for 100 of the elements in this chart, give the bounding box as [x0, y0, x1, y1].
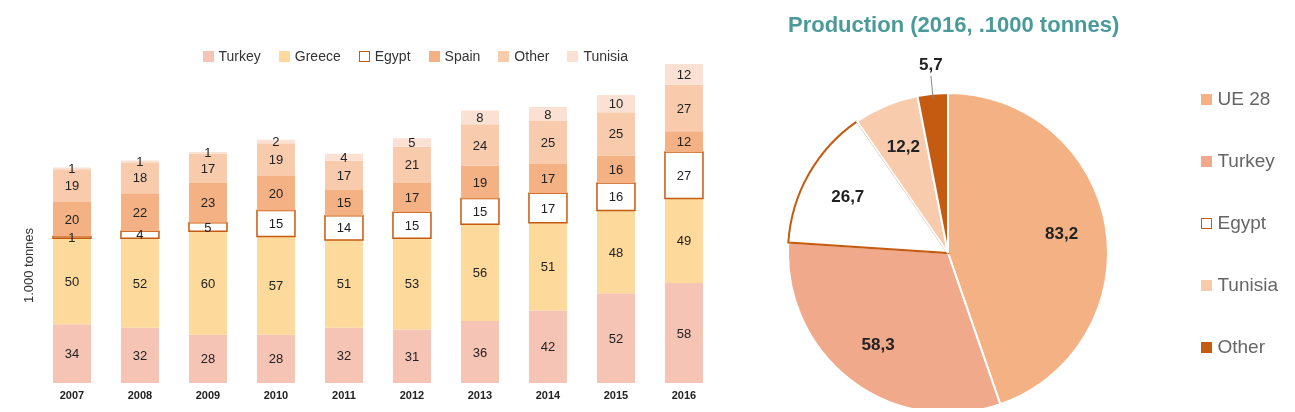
data-label: 1 — [136, 154, 144, 170]
data-label: 1 — [204, 145, 212, 161]
data-label: 32 — [132, 348, 148, 364]
bar — [664, 198, 703, 283]
bar — [392, 329, 431, 383]
bar — [392, 238, 431, 330]
legend-label: Other — [1216, 336, 1266, 358]
bar — [324, 214, 364, 241]
bar — [120, 238, 159, 328]
bar — [256, 176, 295, 211]
data-label: 22 — [132, 204, 148, 220]
data-label: 58,3 — [861, 335, 895, 355]
bar — [392, 182, 431, 213]
bar — [664, 64, 703, 85]
x-tick-label: 2010 — [263, 388, 289, 401]
bar — [188, 182, 227, 223]
bar — [460, 124, 499, 166]
bar — [460, 224, 499, 321]
bar — [664, 131, 703, 152]
data-label: 19 — [64, 178, 80, 194]
data-label: 26,7 — [831, 186, 865, 206]
data-label: 28 — [200, 351, 216, 367]
data-label: 49 — [676, 233, 692, 249]
data-label: 51 — [540, 259, 556, 275]
bar — [596, 112, 635, 156]
data-label: 32 — [336, 348, 352, 364]
legend-label: Tunisia — [1216, 274, 1278, 296]
bar — [120, 193, 159, 232]
data-label: 12 — [676, 134, 692, 150]
bar — [528, 310, 567, 383]
bar — [52, 324, 91, 383]
bar — [528, 222, 567, 311]
x-tick-label: 2007 — [59, 388, 85, 401]
chart-title: Production (2016, .1000 tonnes) — [788, 12, 1120, 38]
bar — [664, 151, 704, 200]
data-label: 5 — [204, 219, 212, 235]
bar — [392, 211, 432, 239]
data-label: 48 — [608, 244, 624, 260]
bar — [120, 327, 159, 383]
data-label: 8 — [476, 110, 484, 126]
data-label: 23 — [200, 195, 216, 211]
data-label: 15 — [336, 195, 352, 211]
data-label: 17 — [540, 171, 556, 187]
data-label: 24 — [472, 137, 488, 153]
data-label: 16 — [608, 161, 624, 177]
data-label: 42 — [540, 339, 556, 355]
data-label: 50 — [64, 273, 80, 289]
bar — [528, 107, 567, 121]
bar — [188, 231, 227, 335]
data-label: 52 — [608, 330, 624, 346]
legend-label: Turkey — [217, 48, 261, 64]
data-label: 17 — [336, 167, 352, 183]
x-tick-label: 2013 — [467, 388, 493, 401]
bar — [596, 182, 636, 212]
legend-label: Egypt — [373, 48, 411, 64]
data-label: 52 — [132, 275, 148, 291]
bar — [324, 160, 363, 190]
data-label: 25 — [608, 126, 624, 142]
data-label: 27 — [676, 167, 692, 183]
data-label: 5,7 — [919, 54, 943, 74]
x-tick-label: 2015 — [603, 388, 629, 401]
data-label: 8 — [544, 106, 552, 122]
data-label: 20 — [64, 211, 80, 227]
data-label: 15 — [472, 204, 488, 220]
data-label: 2 — [272, 134, 280, 150]
bar — [596, 210, 635, 294]
x-tick-label: 2016 — [671, 388, 697, 401]
data-label: 14 — [336, 220, 352, 236]
data-label: 31 — [404, 348, 420, 364]
x-tick-label: 2011 — [332, 388, 356, 401]
legend-label: Turkey — [1216, 150, 1276, 172]
data-label: 18 — [132, 170, 148, 186]
data-label: 17 — [404, 190, 420, 206]
bar — [460, 320, 499, 383]
x-tick-label: 2008 — [127, 388, 153, 401]
data-label: 58 — [676, 325, 692, 341]
data-label: 60 — [200, 275, 216, 291]
y-axis-title: 1.000 tonnes — [20, 226, 36, 306]
data-label: 12,2 — [886, 137, 920, 157]
bar — [256, 236, 295, 335]
bar — [460, 165, 499, 199]
legend-label: Egypt — [1216, 212, 1268, 234]
legend-label: Spain — [443, 48, 481, 64]
data-label: 15 — [268, 216, 284, 232]
bar — [324, 153, 363, 161]
data-label: 34 — [64, 346, 80, 362]
bar — [528, 192, 568, 224]
bar — [324, 239, 363, 328]
bar — [256, 334, 295, 383]
data-label: 25 — [540, 135, 556, 151]
legend-label: Other — [513, 48, 550, 64]
x-tick-label: 2014 — [535, 388, 562, 401]
bar — [256, 209, 296, 238]
data-label: 20 — [268, 185, 284, 201]
data-label: 10 — [608, 96, 624, 112]
bar — [596, 293, 635, 383]
data-label: 1 — [68, 229, 76, 245]
legend-label: Greece — [293, 48, 341, 64]
bar — [596, 155, 635, 183]
data-label: 19 — [472, 174, 488, 190]
